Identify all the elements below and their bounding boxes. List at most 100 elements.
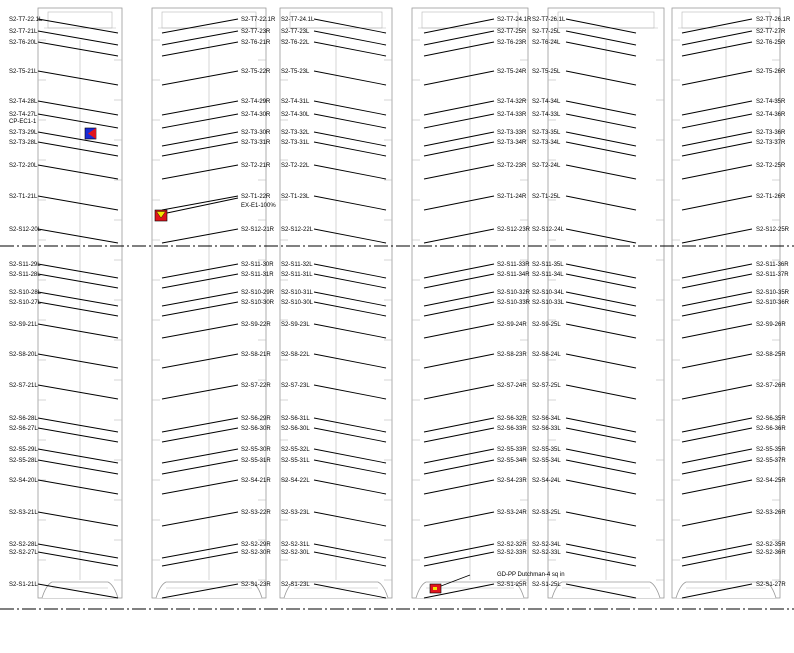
- tag-label: S2-S3-24R: [497, 510, 527, 516]
- leader-line: [313, 417, 387, 433]
- leader-line: [565, 323, 637, 339]
- tag-label: S2-S5-37R: [756, 458, 786, 464]
- leader-line: [161, 228, 239, 244]
- tag-label: S2-S2-36R: [756, 550, 786, 556]
- leader-line: [161, 291, 239, 307]
- red-square-marker[interactable]: [429, 583, 442, 594]
- tag-label: S2-S10-36R: [756, 300, 790, 306]
- leader-line: [681, 384, 753, 400]
- leader-line: [565, 41, 637, 57]
- tag-label: S2-S10-31L: [281, 290, 314, 296]
- leader-line: [565, 353, 637, 369]
- tag-label: S2-S5-31L: [281, 458, 310, 464]
- leader-line: [681, 164, 753, 180]
- tag-label: S2-S3-22R: [241, 510, 271, 516]
- tag-label: S2-S10-30L: [281, 300, 314, 306]
- leader-line: [161, 448, 239, 464]
- tag-label: S2-S11-35L: [532, 262, 564, 268]
- leader-line: [161, 543, 239, 559]
- leader-line: [313, 100, 387, 116]
- leader-line: [565, 30, 637, 46]
- tag-label: S2-T6-22L: [281, 40, 310, 46]
- tag-label: S2-S6-27L: [9, 426, 38, 432]
- leader-line: [161, 70, 239, 86]
- tag-label: S2-S6-28L: [9, 416, 38, 422]
- leader-line: [423, 417, 495, 433]
- leader-line: [161, 100, 239, 116]
- tag-label: S2-S11-28L: [9, 272, 41, 278]
- tag-label: S2-T7-23R: [241, 29, 271, 35]
- leader-line: [37, 323, 119, 339]
- leader-line: [313, 511, 387, 527]
- tag-label: S2-S6-33L: [532, 426, 561, 432]
- leader-line: [681, 273, 753, 289]
- column-outlines: [37, 7, 781, 599]
- leader-line: [423, 301, 495, 317]
- tag-label: S2-S6-35R: [756, 416, 786, 422]
- leader-line: [681, 195, 753, 211]
- column-base: [551, 581, 661, 599]
- tag-label: S2-T7-27R: [756, 29, 786, 35]
- tag-label: S2-S7-24R: [497, 383, 527, 389]
- leader-line: [37, 291, 119, 307]
- leader-line: [565, 301, 637, 317]
- leader-line: [37, 41, 119, 57]
- leader-line: [681, 291, 753, 307]
- tag-label: S2-T7-22.1R: [241, 17, 276, 23]
- tag-label: S2-S8-22L: [281, 352, 310, 358]
- tag-label: S2-T4-33L: [532, 112, 561, 118]
- tag-label: S2-S10-29R: [241, 290, 275, 296]
- leader-line: [313, 228, 387, 244]
- leader-line: [681, 448, 753, 464]
- tag-label: S2-S7-23L: [281, 383, 310, 389]
- blue-flag-marker[interactable]: [84, 127, 97, 140]
- leader-line: [37, 384, 119, 400]
- tag-label: S2-S10-27L: [9, 300, 42, 306]
- tag-label: S2-S2-32R: [497, 542, 527, 548]
- tag-label: S2-T2-21R: [241, 163, 271, 169]
- tag-label: S2-T4-31L: [281, 99, 310, 105]
- leader-line: [565, 543, 637, 559]
- leader-line: [313, 448, 387, 464]
- leader-line: [37, 195, 119, 211]
- leader-line: [681, 323, 753, 339]
- tag-label: S2-S6-34L: [532, 416, 561, 422]
- leader-line: [161, 141, 239, 157]
- tag-label: S2-S1-23L: [281, 582, 310, 588]
- tag-label: S2-S11-31L: [281, 272, 313, 278]
- tag-label: S2-T4-36R: [756, 112, 786, 118]
- tag-label: S2-S8-23R: [497, 352, 527, 358]
- tag-label: S2-S2-27L: [9, 550, 38, 556]
- yellow-triangle-marker[interactable]: [154, 209, 168, 222]
- leader-line: [681, 141, 753, 157]
- leader-line: [161, 131, 239, 147]
- tag-label: S2-S11-34L: [532, 272, 564, 278]
- leader-line: [423, 273, 495, 289]
- tag-label: S2-T7-23L: [281, 29, 310, 35]
- leader-line: [565, 195, 637, 211]
- tag-label: S2-S2-35R: [756, 542, 786, 548]
- leader-line: [440, 574, 471, 587]
- tag-label: S2-T4-33R: [497, 112, 527, 118]
- tag-label: S2-S12-24L: [532, 227, 565, 233]
- leader-line: [313, 131, 387, 147]
- leader-line: [161, 164, 239, 180]
- tag-label: S2-S2-34L: [532, 542, 561, 548]
- tag-label: S2-S10-30R: [241, 300, 275, 306]
- tag-label: S2-S3-23L: [281, 510, 310, 516]
- leader-line: [423, 164, 495, 180]
- tag-label: S2-T7-21L: [9, 29, 38, 35]
- leader-line: [161, 113, 239, 129]
- leader-line: [313, 30, 387, 46]
- tag-label: S2-S9-23L: [281, 322, 310, 328]
- tag-label: S2-S9-22R: [241, 322, 271, 328]
- leader-line: [161, 511, 239, 527]
- tag-label: S2-T3-34L: [532, 140, 561, 146]
- leader-line: [423, 427, 495, 443]
- leader-line: [37, 459, 119, 475]
- leader-line: [423, 479, 495, 495]
- leader-line: [37, 427, 119, 443]
- tag-label: S2-S1-27R: [756, 582, 786, 588]
- leader-line: [681, 583, 753, 599]
